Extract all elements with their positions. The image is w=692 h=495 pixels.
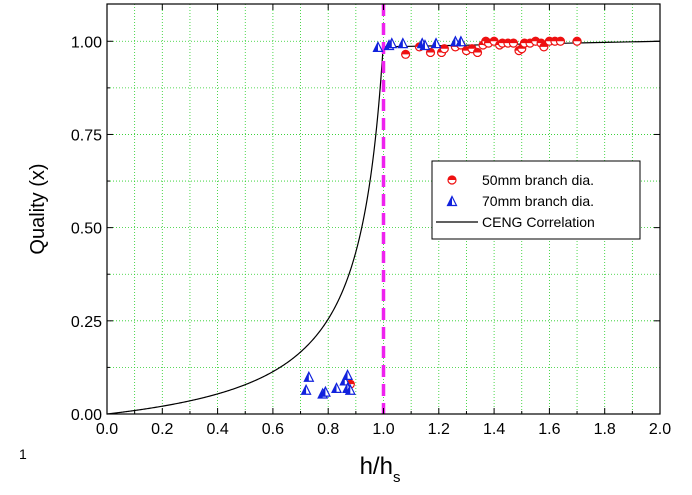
data-point-50mm xyxy=(447,175,457,185)
marker-fill xyxy=(417,38,423,48)
data-point-70mm xyxy=(397,37,409,49)
y-tick-label: 0.75 xyxy=(71,127,102,144)
marker-fill xyxy=(440,44,449,49)
x-tick-label: 0.6 xyxy=(262,421,284,438)
data-point-70mm xyxy=(419,39,431,51)
marker-fill xyxy=(448,176,456,180)
data-point-70mm xyxy=(342,369,354,380)
data-point-70mm xyxy=(303,370,315,382)
data-point-70mm xyxy=(344,383,356,395)
data-point-50mm xyxy=(439,44,449,54)
y-axis: 0.00 0.25 0.50 0.75 1.00 xyxy=(71,34,660,424)
y-tick-label: 1.00 xyxy=(71,34,102,51)
data-point-50mm xyxy=(508,38,519,48)
x-tick-label: 2.0 xyxy=(649,421,671,438)
data-point-70mm xyxy=(386,37,398,49)
y-tick-label: 0.00 xyxy=(71,407,102,424)
data-point-50mm xyxy=(401,49,411,59)
y-axis-title: Quality (x) xyxy=(27,163,49,254)
marker-fill xyxy=(387,38,392,48)
data-point-50mm xyxy=(572,36,582,46)
x-tick-label: 1.4 xyxy=(483,421,505,438)
data-point-70mm xyxy=(331,382,342,394)
marker-fill xyxy=(431,38,437,48)
marker-fill xyxy=(301,385,307,395)
marker-fill xyxy=(420,40,425,50)
x-tick-label: 0.2 xyxy=(151,421,173,438)
series-70mm-branch-dia- xyxy=(300,35,467,399)
legend: 50mm branch dia. 70mm branch dia. CENG Cor… xyxy=(431,160,641,240)
marker-fill xyxy=(509,39,518,44)
legend-box xyxy=(431,160,641,240)
marker-fill xyxy=(343,370,348,380)
data-point-50mm xyxy=(489,36,499,46)
marker-fill xyxy=(345,385,351,395)
marker-fill xyxy=(490,37,499,42)
x-tick-label: 1.6 xyxy=(538,421,560,438)
data-point-70mm xyxy=(430,37,442,49)
marker-fill xyxy=(398,38,403,48)
marker-fill xyxy=(537,39,546,44)
legend-label: 70mm branch dia. xyxy=(482,193,594,209)
x-axis-title-subscript: s xyxy=(393,469,401,486)
data-point-70mm xyxy=(446,195,458,207)
x-tick-label: 0.8 xyxy=(317,421,339,438)
legend-label: CENG Correlation xyxy=(482,214,595,230)
data-point-50mm xyxy=(530,36,541,46)
marker-fill xyxy=(473,48,482,53)
x-tick-label: 1.0 xyxy=(372,421,394,438)
x-axis-title: h/hs xyxy=(360,453,401,486)
y-tick-label: 0.25 xyxy=(71,314,102,331)
marker-fill xyxy=(556,37,565,42)
x-tick-label: 1.2 xyxy=(428,421,450,438)
stray-label: 1 xyxy=(19,446,27,462)
marker-fill xyxy=(447,196,452,206)
legend-label: 50mm branch dia. xyxy=(482,172,594,188)
marker-fill xyxy=(467,44,476,49)
marker-fill xyxy=(401,50,410,55)
data-point-70mm xyxy=(300,383,312,395)
data-point-70mm xyxy=(319,385,331,397)
data-point-50mm xyxy=(555,36,566,46)
data-point-50mm xyxy=(472,47,483,58)
ceng-correlation-curve xyxy=(106,40,661,415)
y-tick-label: 0.50 xyxy=(71,221,102,238)
data-point-70mm xyxy=(455,35,467,47)
x-tick-label: 1.8 xyxy=(594,421,616,438)
x-tick-label: 0.4 xyxy=(206,421,228,438)
marker-fill xyxy=(573,37,582,42)
data-point-70mm xyxy=(372,41,384,52)
x-tick-label: 0.0 xyxy=(96,421,118,438)
x-axis: 0.0 0.2 0.4 0.6 0.8 1.0 1.2 1.4 1.6 1.8 2.0 xyxy=(96,4,671,438)
